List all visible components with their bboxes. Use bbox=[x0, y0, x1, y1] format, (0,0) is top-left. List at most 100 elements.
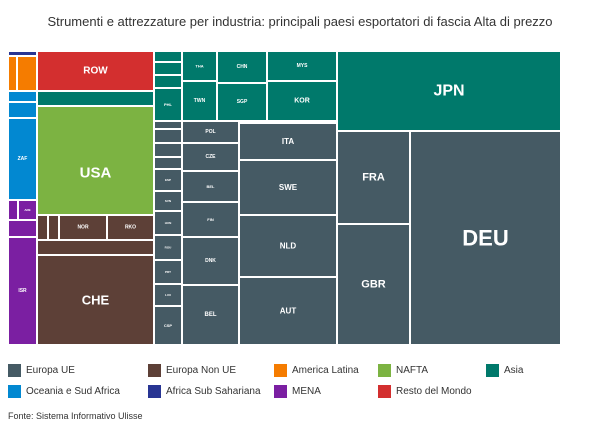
legend-swatch bbox=[378, 363, 391, 377]
treemap-cell-prt: PRT bbox=[153, 259, 183, 285]
legend-label: MENA bbox=[292, 385, 321, 397]
treemap-cell-label: ESP bbox=[165, 178, 171, 182]
treemap-cell-label: CHN bbox=[237, 64, 248, 70]
treemap-cell-csp: CSP bbox=[153, 305, 183, 346]
treemap-cell bbox=[36, 214, 49, 241]
treemap-cell-tha: THA bbox=[181, 50, 218, 82]
treemap-cell-rect bbox=[7, 101, 38, 119]
treemap-cell-row: ROW bbox=[36, 50, 155, 92]
legend-item-resto[interactable]: Resto del Mondo bbox=[378, 383, 472, 399]
treemap-cell-label: USA bbox=[80, 165, 112, 182]
treemap-cell-che: CHE bbox=[36, 254, 155, 346]
treemap-cell-rect bbox=[181, 236, 240, 286]
treemap-cell-label: ISR bbox=[18, 288, 27, 294]
treemap-cell-rect bbox=[16, 55, 38, 92]
treemap-cell bbox=[7, 55, 18, 92]
legend-label: Oceania e Sud Africa bbox=[26, 385, 120, 397]
treemap-cell-label: HUN bbox=[165, 221, 172, 225]
treemap-cell-esp: ESP bbox=[153, 168, 183, 192]
treemap-cell-label: CSP bbox=[164, 323, 173, 328]
legend-swatch bbox=[148, 384, 161, 398]
treemap-cell-label: LUX bbox=[165, 293, 171, 297]
legend-item-africa-sub[interactable]: Africa Sub Sahariana bbox=[148, 383, 261, 399]
treemap-cell-label: AUT bbox=[280, 307, 297, 316]
treemap-cell-label: FIN bbox=[207, 217, 214, 222]
treemap-cell bbox=[7, 101, 38, 119]
treemap-cell-rect bbox=[153, 61, 183, 76]
treemap-cell-rect bbox=[266, 80, 338, 122]
legend-label: NAFTA bbox=[396, 364, 429, 376]
treemap-cell-rect bbox=[7, 117, 38, 201]
treemap-cell-gbr: GBR bbox=[336, 223, 411, 346]
treemap-cell-label: PRT bbox=[165, 270, 171, 274]
treemap-cell bbox=[153, 142, 183, 158]
legend-item-europa-ue[interactable]: Europa UE bbox=[8, 362, 75, 378]
treemap-cell-rect bbox=[153, 259, 183, 285]
treemap-cell-fra: FRA bbox=[336, 130, 411, 225]
legend-item-asia[interactable]: Asia bbox=[486, 362, 523, 378]
treemap-cell-zaf: ZAF bbox=[7, 117, 38, 201]
treemap-cell-rect bbox=[7, 199, 19, 221]
treemap-cell-swe: SWE bbox=[238, 159, 338, 216]
treemap-cell bbox=[153, 120, 183, 130]
treemap-cell-fin: FIN bbox=[181, 201, 240, 238]
treemap-cell-label: RKO bbox=[125, 225, 136, 231]
treemap-cell-svn: SVN bbox=[153, 190, 183, 212]
treemap-cell-label: BEL bbox=[205, 312, 217, 318]
treemap-cell-rko: RKO bbox=[106, 214, 155, 241]
treemap-cell-rect bbox=[181, 80, 218, 122]
treemap-cell-hun: HUN bbox=[153, 210, 183, 236]
treemap-cell-dnk: DNK bbox=[181, 236, 240, 286]
legend-item-oceania[interactable]: Oceania e Sud Africa bbox=[8, 383, 120, 399]
treemap-cell-label: DEU bbox=[462, 226, 508, 251]
treemap-cell-twn: TWN bbox=[181, 80, 218, 122]
treemap-cell-phl: PHL bbox=[153, 87, 183, 122]
legend-item-europa-non-ue[interactable]: Europa Non UE bbox=[148, 362, 236, 378]
treemap-cell-nld: NLD bbox=[238, 214, 338, 278]
treemap-cell-label: SVN bbox=[165, 199, 171, 203]
legend-label: Europa Non UE bbox=[166, 364, 237, 376]
treemap-cell-label: GBR bbox=[361, 279, 386, 291]
treemap-cell bbox=[7, 219, 38, 238]
treemap-cell-label: FRA bbox=[362, 172, 385, 184]
treemap-cell bbox=[47, 214, 60, 241]
treemap-cell-deu: DEU bbox=[409, 130, 562, 346]
treemap-cell-lux: LUX bbox=[153, 283, 183, 307]
treemap-cell-label: POL bbox=[205, 129, 215, 135]
treemap-cell-aut: AUT bbox=[238, 276, 338, 346]
treemap-cell-label: ZAF bbox=[18, 156, 28, 162]
treemap-cell bbox=[7, 90, 38, 103]
treemap-cell-rect bbox=[153, 305, 183, 346]
treemap-cell-rect bbox=[153, 50, 183, 63]
treemap-cell-rect bbox=[336, 223, 411, 346]
treemap-cell-rect bbox=[106, 214, 155, 241]
treemap-cell bbox=[153, 61, 183, 76]
treemap-cell-rect bbox=[153, 128, 183, 144]
treemap-cell-label: CZE bbox=[206, 154, 217, 160]
treemap-cell-nor: NOR bbox=[58, 214, 108, 241]
legend-swatch bbox=[274, 363, 287, 377]
treemap-cell bbox=[153, 156, 183, 170]
treemap-chart: DEU JPN FRA GBR USA CHE ROW NOR RKO ITA SWE NLD AUT C… bbox=[7, 50, 562, 346]
treemap-cell-label: DNK bbox=[205, 258, 216, 264]
treemap-cell-kor: KOR bbox=[266, 80, 338, 122]
treemap-cell-label: NLD bbox=[280, 242, 297, 251]
legend-item-nafta[interactable]: NAFTA bbox=[378, 362, 428, 378]
legend-item-mena[interactable]: MENA bbox=[274, 383, 321, 399]
legend-label: America Latina bbox=[292, 364, 359, 376]
legend-item-america-latina[interactable]: America Latina bbox=[274, 362, 359, 378]
treemap-cell-mys: MYS bbox=[266, 50, 338, 82]
treemap-cell-rect bbox=[181, 201, 240, 238]
legend-swatch bbox=[274, 384, 287, 398]
legend: Europa UE Europa Non UE America Latina NAFT… bbox=[8, 362, 598, 398]
treemap-cell-rect bbox=[36, 214, 49, 241]
treemap-cell-bel: BEL bbox=[181, 284, 240, 346]
treemap-cell-rect bbox=[153, 142, 183, 158]
treemap-cell bbox=[153, 128, 183, 144]
treemap-cell-chn: CHN bbox=[216, 50, 268, 84]
treemap-cell-rect bbox=[7, 236, 38, 346]
treemap-cell-pol: POL bbox=[181, 120, 240, 144]
treemap-cell-bel: BEL bbox=[181, 170, 240, 203]
treemap-cell-label: BEL bbox=[207, 184, 216, 189]
treemap-cell-label: KOR bbox=[294, 98, 310, 105]
